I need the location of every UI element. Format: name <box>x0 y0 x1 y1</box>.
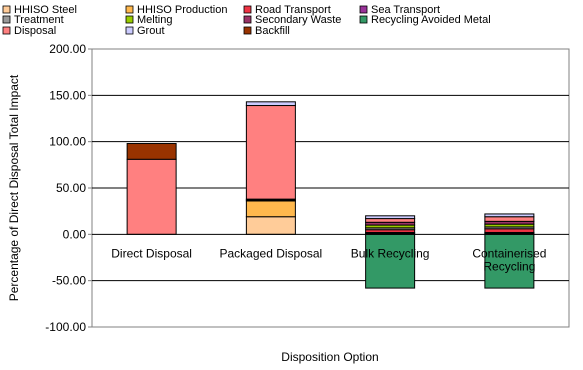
legend-swatch <box>359 5 368 14</box>
bar-segment-disposal <box>365 218 416 223</box>
legend-item-disposal: Disposal <box>2 25 56 37</box>
bar-segment-recycling-avoided-metal <box>484 233 535 289</box>
legend-item-road-transport: Road Transport <box>243 4 331 16</box>
bars <box>126 101 535 289</box>
bar-segment-disposal <box>126 158 177 235</box>
bar-segment-grout <box>245 101 296 107</box>
bar-segment-disposal <box>484 216 535 222</box>
legend-item-grout: Grout <box>125 25 165 37</box>
legend-label: Melting <box>137 14 172 26</box>
legend-swatch <box>2 26 11 35</box>
y-tick-label: 0.00 <box>63 227 87 241</box>
legend-item-sea-transport: Sea Transport <box>359 4 440 16</box>
legend-item-hhiso-production: HHISO Production <box>125 4 227 16</box>
legend-swatch <box>243 5 252 14</box>
bar-segment-recycling-avoided-metal <box>365 233 416 289</box>
y-tick-label: -50.00 <box>52 274 86 288</box>
x-tick-label: Bulk Recycling <box>351 246 430 260</box>
y-axis-ticks: 200.00 150.00 100.00 50.00 0.00 -50.00 -100.00 <box>45 42 92 334</box>
y-axis-label: Percentage of Direct Disposal Total Impa… <box>7 74 21 301</box>
bar-segment-hhiso-steel <box>245 216 296 235</box>
bar-segment-disposal <box>245 105 296 200</box>
bar-segment-road-transport <box>484 228 535 233</box>
x-tick-label: Direct Disposal <box>111 246 192 260</box>
legend-label: HHISO Steel <box>14 4 77 16</box>
legend-swatch <box>359 15 368 24</box>
y-tick-label: 200.00 <box>49 42 86 56</box>
legend-swatch <box>125 26 134 35</box>
legend-item-treatment: Treatment <box>2 14 64 26</box>
legend-label: Backfill <box>255 25 290 37</box>
legend-label: Road Transport <box>255 4 331 16</box>
x-axis-label: Disposition Option <box>281 350 378 364</box>
legend-label: HHISO Production <box>137 4 227 16</box>
y-tick-label: 150.00 <box>49 88 86 102</box>
x-axis-tick-labels: Direct Disposal Packaged Disposal Bulk Rec… <box>111 246 546 273</box>
x-tick-label: Packaged Disposal <box>220 246 323 260</box>
legend-label: Secondary Waste <box>255 14 341 26</box>
legend-item-backfill: Backfill <box>243 25 290 37</box>
y-tick-label: -100.00 <box>45 320 86 334</box>
chart-legend: HHISO Steel HHISO Production Road Transpor… <box>2 4 491 37</box>
bar-segment-grout <box>365 215 416 220</box>
legend-swatch <box>2 5 11 14</box>
bar-segment-hhiso-production <box>245 200 296 218</box>
legend-swatch <box>125 15 134 24</box>
legend-label: Recycling Avoided Metal <box>371 14 491 26</box>
legend-swatch <box>243 26 252 35</box>
legend-label: Grout <box>137 25 165 37</box>
legend-item-recycling-avoided-metal: Recycling Avoided Metal <box>359 14 491 26</box>
legend-swatch <box>2 15 11 24</box>
legend-item-secondary-waste: Secondary Waste <box>243 14 341 26</box>
y-tick-label: 100.00 <box>49 135 86 149</box>
legend-label: Sea Transport <box>371 4 440 16</box>
legend-item-hhiso-steel: HHISO Steel <box>2 4 77 16</box>
legend-swatch <box>243 15 252 24</box>
y-tick-label: 50.00 <box>56 181 86 195</box>
legend-label: Treatment <box>14 14 64 26</box>
legend-item-melting: Melting <box>125 14 172 26</box>
bar-segment-grout <box>484 213 535 218</box>
x-tick-label: Containerised Recycling <box>472 246 546 273</box>
bar-segment-backfill <box>126 143 177 160</box>
legend-swatch <box>125 5 134 14</box>
legend-label: Disposal <box>14 25 56 37</box>
